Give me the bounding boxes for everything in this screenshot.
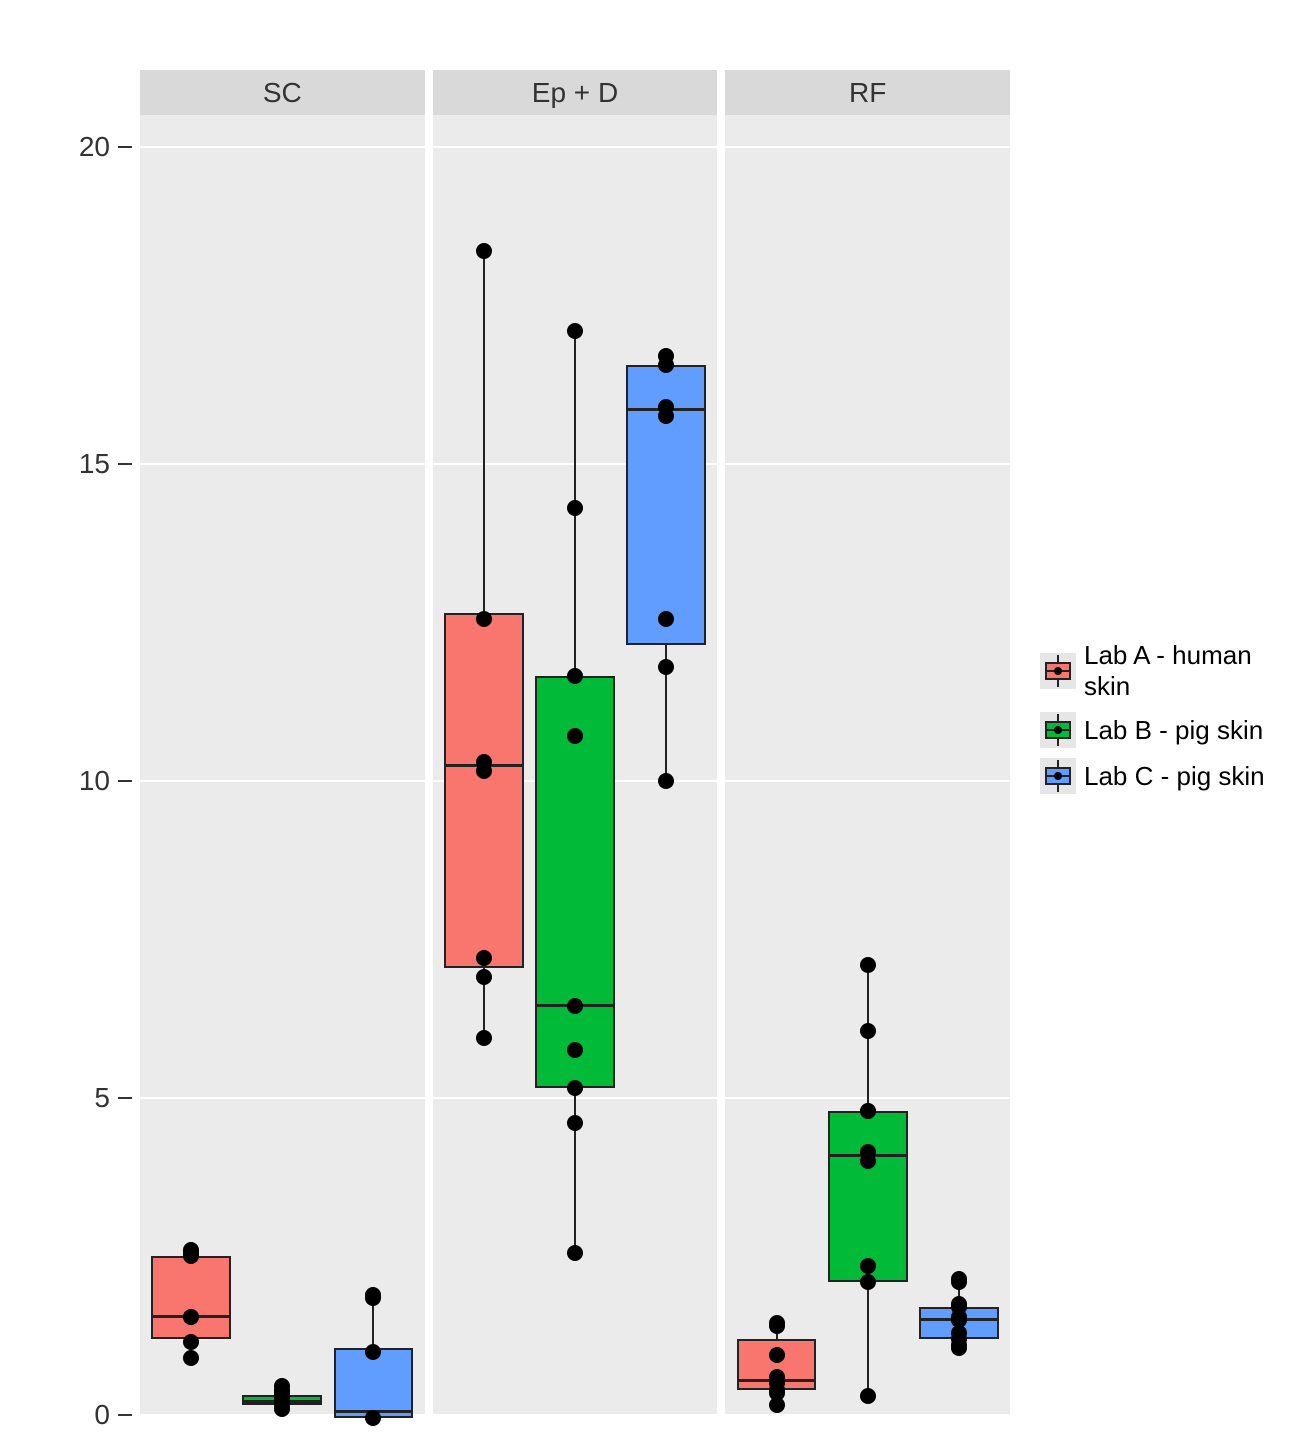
data-point [365,1410,381,1426]
major-gridline [433,146,718,148]
legend-item: Lab B - pig skin [1040,712,1305,748]
boxplot-chart: Percentage of applied dose (%) 05101520 … [0,0,1305,1435]
data-point [658,659,674,675]
y-tick-label: 15 [60,448,110,480]
data-point [860,1144,876,1160]
data-point [365,1287,381,1303]
data-point [476,969,492,985]
y-tick-label: 10 [60,765,110,797]
data-point [860,1388,876,1404]
facet-strip: SC [140,70,425,115]
data-point [860,957,876,973]
y-tick-label: 5 [60,1082,110,1114]
legend-item: Lab A - human skin [1040,640,1305,702]
y-tick-underscore [118,463,132,465]
data-point [183,1309,199,1325]
legend-label: Lab C - pig skin [1084,761,1265,792]
data-point [658,399,674,415]
facet-panel [725,115,1010,1415]
major-gridline [725,146,1010,148]
y-tick-underscore [118,146,132,148]
data-point [860,1023,876,1039]
facet-strip: Ep + D [433,70,718,115]
major-gridline [140,1097,425,1099]
major-gridline [140,146,425,148]
data-point [476,1030,492,1046]
data-point [567,1042,583,1058]
data-point [769,1369,785,1385]
data-point [860,1274,876,1290]
legend-swatch [1040,712,1076,748]
facet-strip: RF [725,70,1010,115]
major-gridline [140,463,425,465]
data-point [567,1115,583,1131]
data-point [860,1258,876,1274]
major-gridline [725,1414,1010,1416]
data-point [567,998,583,1014]
data-point [658,773,674,789]
data-point [365,1344,381,1360]
data-point [567,500,583,516]
box [828,1111,908,1282]
major-gridline [725,463,1010,465]
legend-item: Lab C - pig skin [1040,758,1305,794]
facet-panel [433,115,718,1415]
data-point [476,611,492,627]
whisker-lower [867,1282,869,1396]
y-tick-label: 20 [60,131,110,163]
legend-label: Lab A - human skin [1084,640,1305,702]
data-point [658,611,674,627]
data-point [860,1103,876,1119]
y-tick-label: 0 [60,1399,110,1431]
data-point [769,1315,785,1331]
box [151,1256,231,1338]
y-tick-underscore [118,1414,132,1416]
major-gridline [725,780,1010,782]
data-point [476,754,492,770]
data-point [567,668,583,684]
legend: Lab A - human skin Lab B - pig skin Lab C … [1040,640,1305,804]
data-point [183,1350,199,1366]
data-point [476,243,492,259]
whisker-upper [483,251,485,612]
major-gridline [433,1414,718,1416]
data-point [567,1245,583,1261]
box [444,613,524,968]
data-point [183,1242,199,1258]
data-point [951,1296,967,1312]
data-point [274,1378,290,1394]
legend-swatch [1040,758,1076,794]
data-point [567,728,583,744]
data-point [658,348,674,364]
data-point [567,323,583,339]
major-gridline [140,780,425,782]
data-point [769,1347,785,1363]
whisker-lower [574,1088,576,1253]
legend-label: Lab B - pig skin [1084,715,1263,746]
legend-swatch [1040,653,1076,689]
data-point [476,950,492,966]
data-point [567,1080,583,1096]
y-tick-underscore [118,780,132,782]
data-point [951,1271,967,1287]
y-tick-underscore [118,1097,132,1099]
facet-panel [140,115,425,1415]
data-point [183,1334,199,1350]
